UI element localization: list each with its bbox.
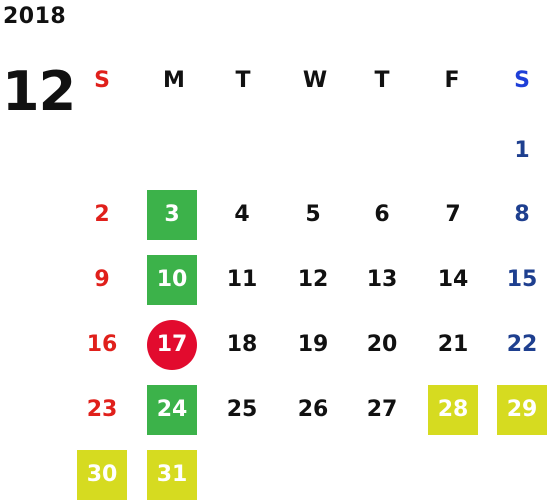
day-cell-21[interactable]: 21 — [437, 332, 469, 357]
day-cell-3[interactable]: 3 — [147, 190, 197, 240]
day-cell-10[interactable]: 10 — [147, 255, 197, 305]
day-cell-25[interactable]: 25 — [226, 397, 258, 422]
day-cell-18[interactable]: 18 — [226, 332, 258, 357]
day-cell-13[interactable]: 13 — [366, 267, 398, 292]
day-cell-22[interactable]: 22 — [506, 332, 538, 357]
day-cell-15[interactable]: 15 — [506, 267, 538, 292]
day-cell-8[interactable]: 8 — [514, 202, 530, 227]
day-cell-24[interactable]: 24 — [147, 385, 197, 435]
day-cell-14[interactable]: 14 — [437, 267, 469, 292]
day-cell-12[interactable]: 12 — [297, 267, 329, 292]
day-cell-19[interactable]: 19 — [297, 332, 329, 357]
day-cell-2[interactable]: 2 — [94, 202, 110, 227]
calendar-month: 12 — [2, 60, 76, 123]
day-cell-26[interactable]: 26 — [297, 397, 329, 422]
weekday-monday: M — [163, 68, 185, 93]
day-cell-9[interactable]: 9 — [94, 267, 110, 292]
weekday-header: S M T W T F S — [0, 62, 548, 100]
day-cell-20[interactable]: 20 — [366, 332, 398, 357]
weekday-thursday: T — [374, 68, 390, 93]
day-cell-11[interactable]: 11 — [226, 267, 258, 292]
weekday-tuesday: T — [235, 68, 251, 93]
day-cell-27[interactable]: 27 — [366, 397, 398, 422]
day-cell-1[interactable]: 1 — [514, 138, 530, 163]
day-cell-17[interactable]: 17 — [147, 320, 197, 370]
calendar-year: 2018 — [3, 4, 67, 29]
weekday-friday: F — [444, 68, 460, 93]
day-cell-30[interactable]: 30 — [77, 450, 127, 500]
weekday-sunday: S — [94, 68, 110, 93]
day-cell-4[interactable]: 4 — [234, 202, 250, 227]
day-cell-31[interactable]: 31 — [147, 450, 197, 500]
day-cell-6[interactable]: 6 — [374, 202, 390, 227]
day-cell-28[interactable]: 28 — [428, 385, 478, 435]
day-cell-16[interactable]: 16 — [86, 332, 118, 357]
day-cell-5[interactable]: 5 — [305, 202, 321, 227]
day-cell-29[interactable]: 29 — [497, 385, 547, 435]
day-cell-23[interactable]: 23 — [86, 397, 118, 422]
weekday-saturday: S — [514, 68, 530, 93]
day-cell-7[interactable]: 7 — [445, 202, 461, 227]
weekday-wednesday: W — [302, 68, 328, 93]
